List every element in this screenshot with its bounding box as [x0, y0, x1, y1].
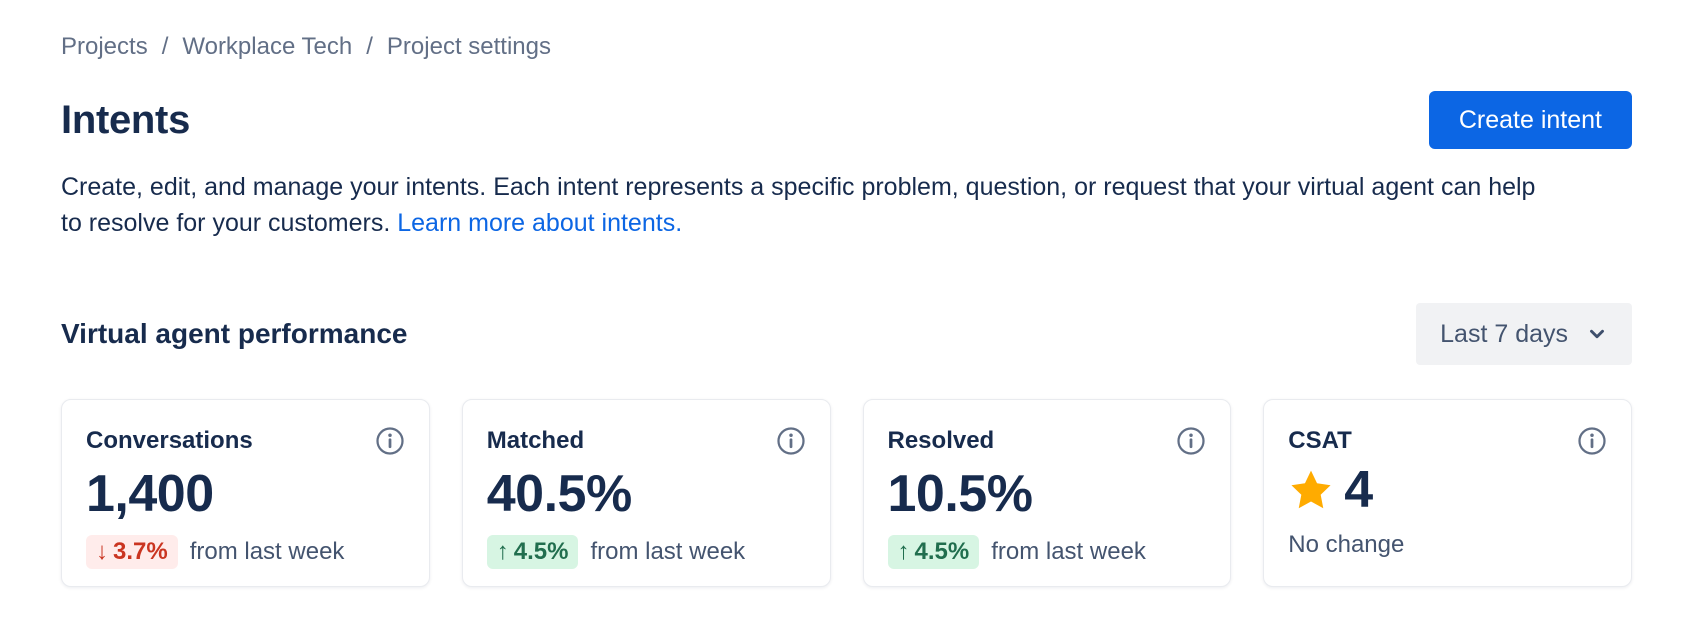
trend-row: No change [1288, 531, 1607, 559]
info-icon[interactable] [1176, 426, 1206, 456]
trend-caption: No change [1288, 531, 1405, 559]
card-label: Matched [486, 427, 585, 454]
trend-badge-down: ↓ 3.7% [86, 535, 178, 570]
metric-card-matched: Matched 40.5% ↑ 4.5% from last week [461, 399, 831, 587]
trend-badge-up: ↑ 4.5% [486, 535, 579, 570]
metric-value: 4 [1344, 461, 1373, 519]
arrow-up-icon: ↑ [897, 538, 910, 566]
trend-percent: 4.5% [513, 538, 569, 566]
card-label: CSAT [1288, 427, 1352, 454]
metric-value: 1,400 [86, 465, 214, 523]
breadcrumb: Projects / Workplace Tech / Project sett… [61, 33, 1632, 61]
metric-cards: Conversations 1,400 ↓ 3.7% from last wee… [61, 399, 1632, 587]
breadcrumb-separator: / [366, 33, 373, 60]
trend-percent: 4.5% [914, 538, 970, 566]
date-range-dropdown[interactable]: Last 7 days [1416, 303, 1632, 365]
trend-percent: 3.7% [113, 538, 168, 566]
breadcrumb-separator: / [161, 33, 169, 60]
breadcrumb-item-workplace-tech[interactable]: Workplace Tech [182, 33, 353, 60]
star-icon [1288, 467, 1334, 513]
description-text: Create, edit, and manage your intents. E… [61, 173, 1536, 237]
trend-row: ↑ 4.5% from last week [887, 535, 1207, 570]
page: Projects / Workplace Tech / Project sett… [61, 33, 1632, 587]
info-icon[interactable] [375, 426, 405, 456]
metric-value: 10.5% [887, 465, 1033, 523]
breadcrumb-item-projects[interactable]: Projects [61, 33, 148, 60]
info-icon[interactable] [776, 426, 806, 456]
page-title: Intents [61, 97, 191, 142]
learn-more-link[interactable]: Learn more about intents. [397, 209, 683, 237]
chevron-down-icon [1586, 323, 1608, 345]
metric-card-resolved: Resolved 10.5% ↑ 4.5% from last week [862, 399, 1232, 587]
date-range-value: Last 7 days [1440, 319, 1568, 348]
metric-card-conversations: Conversations 1,400 ↓ 3.7% from last wee… [61, 399, 430, 587]
trend-caption: from last week [590, 538, 746, 566]
page-description: Create, edit, and manage your intents. E… [61, 169, 1551, 241]
trend-caption: from last week [991, 538, 1146, 566]
breadcrumb-item-project-settings[interactable]: Project settings [386, 33, 551, 60]
page-header: Intents Create intent [61, 91, 1632, 149]
trend-row: ↓ 3.7% from last week [86, 535, 405, 570]
metric-card-csat: CSAT 4 No change [1263, 399, 1632, 587]
trend-caption: from last week [189, 538, 345, 566]
arrow-up-icon: ↑ [496, 538, 509, 566]
card-label: Resolved [887, 427, 995, 454]
trend-badge-up: ↑ 4.5% [887, 535, 980, 570]
performance-header: Virtual agent performance Last 7 days [61, 303, 1632, 365]
trend-row: ↑ 4.5% from last week [486, 535, 806, 570]
performance-heading: Virtual agent performance [61, 318, 408, 349]
arrow-down-icon: ↓ [96, 538, 108, 566]
metric-value: 40.5% [486, 465, 632, 523]
create-intent-button[interactable]: Create intent [1428, 91, 1632, 149]
info-icon[interactable] [1577, 426, 1607, 456]
card-label: Conversations [86, 427, 253, 454]
